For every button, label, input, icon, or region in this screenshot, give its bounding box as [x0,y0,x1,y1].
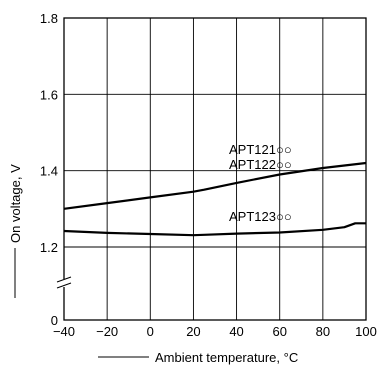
series-labels: APT121○○APT122○○ APT123○○ [229,142,292,224]
y-tick-label: 1.8 [40,11,58,26]
x-tick-label: 20 [186,324,200,339]
x-tick-label: 100 [355,324,377,339]
y-tick-label: 1.6 [40,87,58,102]
y-axis-title: On voltage, V [8,164,23,298]
x-tick-label: 40 [229,324,243,339]
axis-break-mark [56,282,72,289]
x-tick-label: 60 [272,324,286,339]
y-tick-label: 1.2 [40,240,58,255]
x-tick-label: 0 [147,324,154,339]
series-line [63,161,367,210]
axis-break-mark [56,276,72,283]
x-tick-label: 80 [316,324,330,339]
y-tick-label: 0 [51,313,58,328]
x-axis-title: Ambient temperature, °C [98,350,298,365]
y-axis-label: On voltage, V [8,164,23,243]
axis-break-gap [58,279,70,287]
series-label: APT122○○ [229,157,292,172]
series-lines [63,161,367,237]
x-tick-labels: −40 −20 0 20 40 60 80 100 [53,324,377,339]
series-line [63,222,366,237]
x-axis-label: Ambient temperature, °C [155,350,298,365]
x-tick-label: −20 [96,324,118,339]
y-tick-labels: 0 1.2 1.4 1.6 1.8 [40,11,58,328]
series-label: APT121○○ [229,142,292,157]
series-label: APT123○○ [229,209,292,224]
axis-break [56,276,72,289]
x-tick-label: −40 [53,324,75,339]
plot-frame [63,17,367,321]
y-tick-label: 1.4 [40,164,58,179]
